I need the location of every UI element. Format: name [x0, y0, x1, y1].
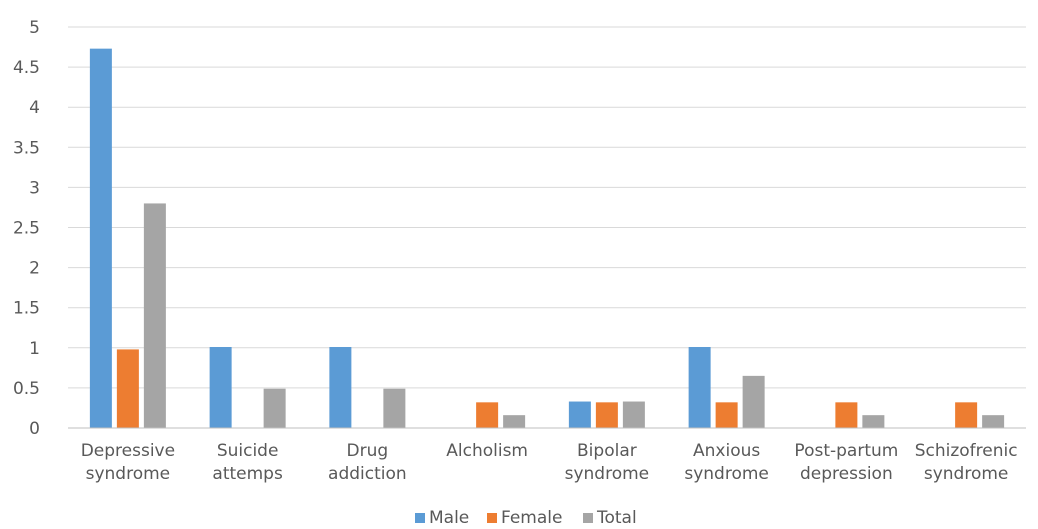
x-category-label: syndrome [684, 464, 769, 484]
x-category-label: Suicide [217, 441, 279, 461]
y-tick-label: 2 [29, 259, 40, 279]
bar-total [622, 401, 645, 428]
y-tick-label: 4 [29, 98, 40, 118]
x-category-label: Post-partum [794, 441, 898, 461]
bar-total [742, 375, 765, 428]
bar-female [116, 349, 139, 428]
bar-male [568, 401, 591, 428]
bar-total [982, 415, 1005, 428]
bar-male [688, 346, 711, 428]
x-category-label: Bipolar [577, 441, 637, 461]
bar-total [862, 415, 885, 428]
y-tick-label: 1.5 [13, 299, 40, 319]
y-tick-label: 5 [29, 18, 40, 38]
bar-female [476, 402, 499, 428]
bar-total [503, 415, 526, 428]
y-tick-label: 1 [29, 339, 40, 359]
bar-total [383, 388, 406, 428]
bar-total [263, 388, 286, 428]
bar-female [835, 402, 858, 428]
legend-swatch-total [583, 513, 593, 523]
x-category-label: Anxious [693, 441, 760, 461]
bar-male [209, 346, 232, 428]
y-tick-label: 3 [29, 178, 40, 198]
legend-label-total: Total [596, 508, 637, 528]
bar-male [329, 346, 352, 428]
legend: Male Female Total [415, 508, 637, 528]
x-category-label: addiction [328, 464, 407, 484]
y-axis-ticks: 0 0.5 1 1.5 2 2.5 3 3.5 4 4.5 5 [13, 18, 40, 439]
bar-female [715, 402, 738, 428]
legend-swatch-male [415, 513, 425, 523]
x-category-label: syndrome [924, 464, 1009, 484]
y-tick-label: 0.5 [13, 379, 40, 399]
x-category-label: Depressive [81, 441, 175, 461]
x-category-label: attemps [212, 464, 283, 484]
x-category-label: syndrome [565, 464, 650, 484]
x-category-label: syndrome [86, 464, 171, 484]
bar-male [89, 48, 112, 429]
x-category-label: Drug [347, 441, 389, 461]
bar-female [595, 402, 618, 428]
x-category-label: depression [800, 464, 893, 484]
bar-total [143, 203, 166, 428]
bar-female [955, 402, 978, 428]
x-category-label: Alcholism [446, 441, 528, 461]
legend-label-female: Female [501, 508, 562, 528]
y-tick-label: 3.5 [13, 138, 40, 158]
gridlines [68, 26, 1026, 389]
x-category-label: Schizofrenic [915, 441, 1018, 461]
y-tick-label: 4.5 [13, 58, 40, 78]
y-tick-label: 2.5 [13, 219, 40, 239]
legend-swatch-female [487, 513, 497, 523]
legend-label-male: Male [429, 508, 469, 528]
x-axis-categories: Depressive syndrome Suicide attemps Drug addi… [81, 441, 1018, 484]
y-tick-label: 0 [29, 419, 40, 439]
bars [89, 48, 1005, 429]
